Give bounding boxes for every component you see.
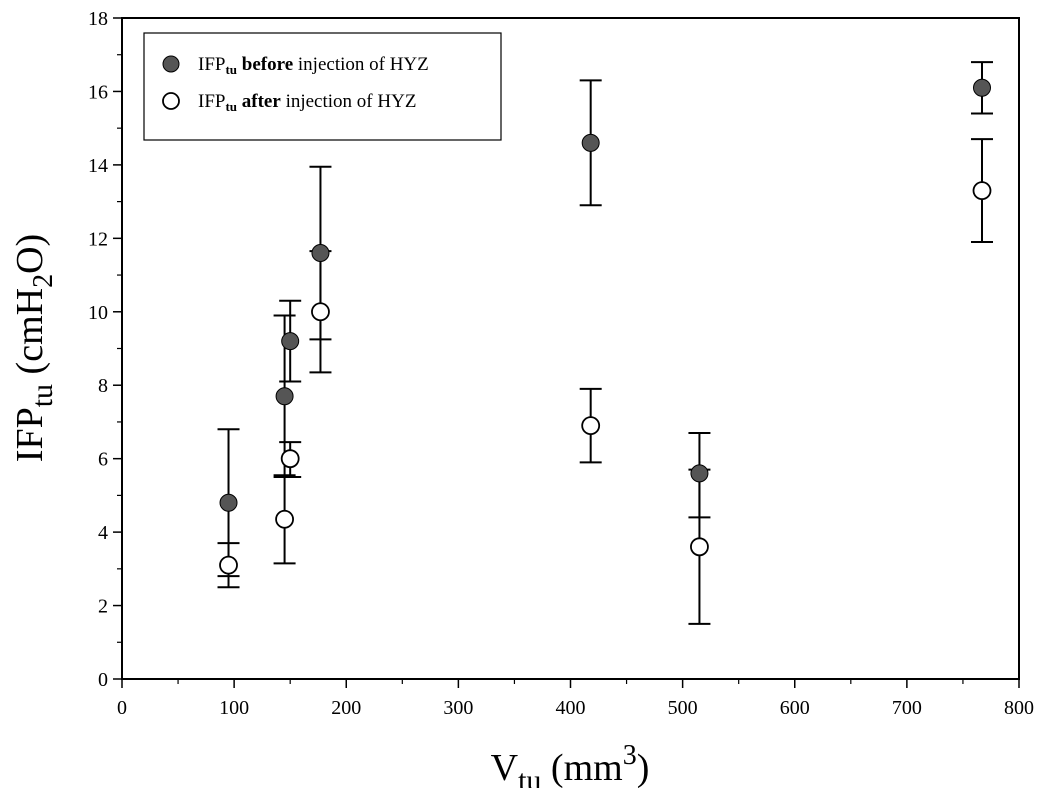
- y-tick-label: 8: [98, 375, 108, 397]
- legend-marker-after: [162, 92, 180, 110]
- x-tick-label: 500: [668, 697, 698, 719]
- y-tick-label: 4: [98, 522, 108, 544]
- x-tick-label: 300: [443, 697, 473, 719]
- y-tick-label: 0: [98, 669, 108, 691]
- point-before: [690, 464, 709, 483]
- x-tick-label: 800: [1004, 697, 1034, 719]
- point-after: [311, 302, 330, 322]
- y-axis-title: IFPtu (cmH2O): [9, 234, 59, 462]
- point-before: [972, 78, 991, 97]
- point-before: [219, 493, 238, 512]
- x-axis-title: Vtu (mm3): [491, 740, 650, 788]
- y-tick-label: 16: [88, 81, 108, 103]
- x-tick-label: 400: [556, 697, 586, 719]
- y-tick-label: 10: [88, 302, 108, 324]
- y-tick-label: 12: [88, 228, 108, 250]
- legend-entry: IFPtu after injection of HYZ: [198, 91, 416, 114]
- error-bars: [217, 61, 993, 625]
- legend: IFPtu before injection of HYZ IFPtu after…: [143, 32, 502, 141]
- point-before: [281, 332, 300, 351]
- legend-marker-before: [162, 55, 180, 73]
- point-after: [581, 416, 601, 436]
- data-points: [219, 78, 992, 575]
- x-tick-label: 0: [117, 697, 127, 719]
- legend-box: [143, 32, 502, 141]
- point-after: [219, 555, 238, 575]
- point-after: [690, 537, 709, 557]
- axis-ticks: 0 100 200 300 400 500 600 700 800 0 2 4 6 8 10 12 14 16 18: [88, 8, 1034, 719]
- point-after: [280, 449, 300, 469]
- point-after: [972, 181, 992, 200]
- y-tick-label: 18: [88, 8, 108, 30]
- x-tick-label: 200: [331, 697, 361, 719]
- y-tick-label: 14: [88, 155, 108, 177]
- point-before: [275, 387, 294, 406]
- point-before: [311, 244, 330, 263]
- y-tick-label: 2: [98, 596, 108, 618]
- y-tick-label: 6: [98, 449, 108, 471]
- legend-entry: IFPtu before injection of HYZ: [198, 54, 429, 77]
- x-tick-label: 600: [780, 697, 810, 719]
- point-before: [581, 133, 600, 152]
- point-after: [275, 509, 294, 529]
- x-tick-label: 700: [892, 697, 922, 719]
- x-tick-label: 100: [219, 697, 249, 719]
